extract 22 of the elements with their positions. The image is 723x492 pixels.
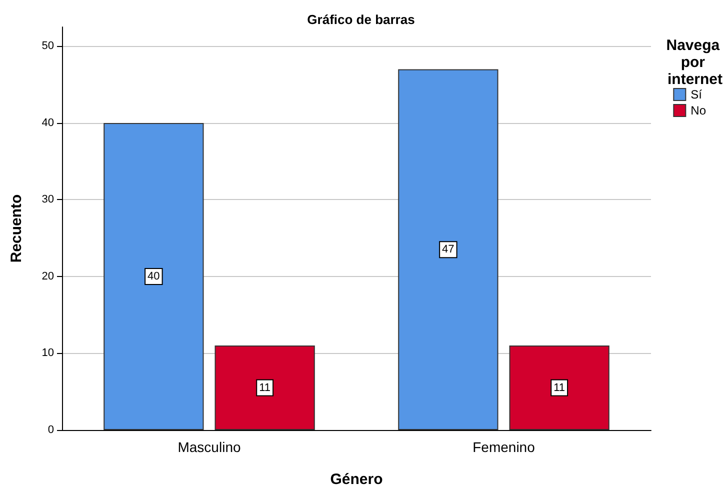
bar: [398, 69, 498, 430]
data-label: 47: [442, 244, 454, 256]
data-label: 40: [148, 270, 160, 282]
y-tick-label: 10: [42, 347, 54, 360]
legend-label: No: [690, 104, 706, 118]
y-tick-label: 40: [42, 116, 54, 129]
y-tick-label: 0: [48, 424, 54, 436]
legend-label: Sí: [690, 88, 703, 102]
bar: [214, 346, 315, 430]
x-axis-title: Género: [330, 471, 383, 488]
y-tick-label: 20: [42, 270, 54, 282]
y-tick-label: 50: [42, 40, 54, 52]
chart-title: Gráfico de barras: [307, 12, 415, 27]
y-tick-label: 30: [42, 194, 54, 206]
data-label: 11: [554, 382, 566, 394]
y-axis-title: Recuento: [8, 194, 25, 263]
x-tick-label: Femenino: [472, 439, 536, 455]
bar: [104, 122, 204, 430]
legend-title: Navega por internet: [666, 37, 723, 88]
x-tick-label: Masculino: [178, 439, 241, 455]
bar: [509, 346, 610, 430]
data-label: 11: [259, 382, 271, 394]
